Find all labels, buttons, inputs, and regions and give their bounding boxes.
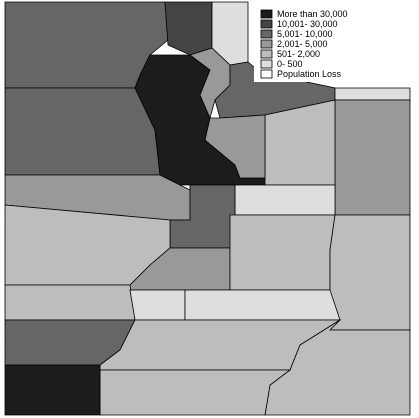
county <box>234 184 336 216</box>
county <box>4 364 101 416</box>
county <box>334 87 411 101</box>
legend-label: Population Loss <box>277 69 342 79</box>
legend-swatch <box>260 29 273 39</box>
county <box>99 369 292 416</box>
legend-label: More than 30,000 <box>277 9 348 19</box>
county <box>329 214 411 331</box>
county <box>164 1 213 56</box>
legend-label: 10,001- 30,000 <box>277 19 338 29</box>
legend-swatch <box>260 59 273 69</box>
county <box>129 289 186 321</box>
legend-swatch <box>260 19 273 29</box>
legend-swatch <box>260 9 273 19</box>
legend-label: 0- 500 <box>277 59 303 69</box>
legend-label: 501- 2,000 <box>277 49 320 59</box>
legend-label: 2,001- 5,000 <box>277 39 328 49</box>
legend-swatch <box>260 49 273 59</box>
legend-swatch <box>260 69 273 79</box>
county <box>4 284 136 321</box>
counties <box>4 1 411 416</box>
county <box>229 214 336 291</box>
county <box>334 99 411 216</box>
county <box>264 99 336 186</box>
county <box>184 289 341 321</box>
legend-swatch <box>260 39 273 49</box>
county <box>4 87 161 176</box>
county <box>204 114 266 179</box>
legend-label: 5,001- 10,000 <box>277 29 333 39</box>
